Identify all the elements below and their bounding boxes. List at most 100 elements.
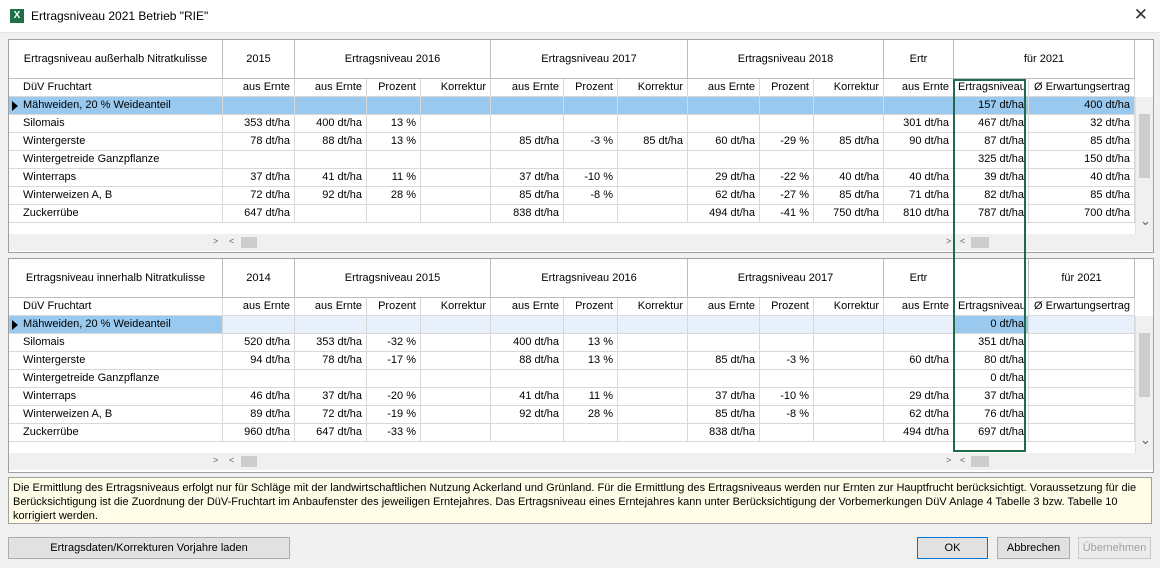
table-cell[interactable]	[491, 115, 564, 133]
grid-outside-nitrate-zone[interactable]: Ertragsniveau außerhalb Nitratkulisse 201…	[8, 39, 1154, 253]
table-cell[interactable]: 32 dt/ha	[1029, 115, 1135, 133]
table-cell[interactable]: 60 dt/ha	[884, 352, 954, 370]
table-cell[interactable]	[491, 97, 564, 115]
column-header[interactable]: aus Ernte	[491, 298, 564, 316]
table-cell[interactable]	[814, 97, 884, 115]
table-cell[interactable]	[618, 187, 688, 205]
table-cell[interactable]: 0 dt/ha	[954, 370, 1029, 388]
table-cell[interactable]: 85 dt/ha	[688, 352, 760, 370]
column-header[interactable]: Korrektur	[421, 298, 491, 316]
table-cell[interactable]	[618, 97, 688, 115]
table-cell[interactable]	[564, 151, 618, 169]
scroll-left-icon[interactable]: <	[229, 236, 235, 246]
table-cell[interactable]	[421, 151, 491, 169]
table-cell[interactable]: 80 dt/ha	[954, 352, 1029, 370]
table-cell[interactable]: 40 dt/ha	[884, 169, 954, 187]
table-cell[interactable]: 13 %	[564, 334, 618, 352]
table-cell[interactable]	[367, 316, 421, 334]
table-cell[interactable]: 85 dt/ha	[688, 406, 760, 424]
table-cell[interactable]: 400 dt/ha	[295, 115, 367, 133]
table-cell[interactable]	[421, 370, 491, 388]
table-cell[interactable]	[884, 316, 954, 334]
table-cell[interactable]: 62 dt/ha	[884, 406, 954, 424]
crop-name-cell[interactable]: Silomais	[9, 115, 223, 133]
table-cell[interactable]	[688, 316, 760, 334]
table-cell[interactable]: 750 dt/ha	[814, 205, 884, 223]
column-header[interactable]: Korrektur	[618, 298, 688, 316]
table-cell[interactable]	[564, 316, 618, 334]
table-cell[interactable]	[421, 424, 491, 442]
table-cell[interactable]: 37 dt/ha	[295, 388, 367, 406]
table-cell[interactable]	[491, 316, 564, 334]
crop-name-cell[interactable]: Mähweiden, 20 % Weideanteil	[9, 97, 223, 115]
table-cell[interactable]: 353 dt/ha	[223, 115, 295, 133]
scroll-right-icon[interactable]: >	[946, 236, 952, 246]
table-cell[interactable]	[884, 370, 954, 388]
column-header[interactable]: Ø Erwartungsertrag	[1029, 298, 1135, 316]
crop-name-cell[interactable]: Wintergetreide Ganzpflanze	[9, 370, 223, 388]
table-cell[interactable]	[618, 169, 688, 187]
table-cell[interactable]: 960 dt/ha	[223, 424, 295, 442]
crop-name-cell[interactable]: Silomais	[9, 334, 223, 352]
table-cell[interactable]	[421, 115, 491, 133]
crop-name-cell[interactable]: Mähweiden, 20 % Weideanteil	[9, 316, 223, 334]
table-cell[interactable]	[367, 205, 421, 223]
table-cell[interactable]	[421, 352, 491, 370]
table-cell[interactable]	[564, 370, 618, 388]
table-cell[interactable]	[618, 352, 688, 370]
table-cell[interactable]: 39 dt/ha	[954, 169, 1029, 187]
table-cell[interactable]: 40 dt/ha	[1029, 169, 1135, 187]
crop-name-cell[interactable]: Zuckerrübe	[9, 424, 223, 442]
table-cell[interactable]: 700 dt/ha	[1029, 205, 1135, 223]
table-cell[interactable]	[760, 316, 814, 334]
table-cell[interactable]: -27 %	[760, 187, 814, 205]
column-header[interactable]: Korrektur	[814, 298, 884, 316]
column-header[interactable]: aus Ernte	[884, 298, 954, 316]
table-cell[interactable]: 87 dt/ha	[954, 133, 1029, 151]
crop-name-cell[interactable]: Winterraps	[9, 169, 223, 187]
table-cell[interactable]: 28 %	[367, 187, 421, 205]
load-previous-years-button[interactable]: Ertragsdaten/Korrekturen Vorjahre laden	[8, 537, 290, 559]
table-cell[interactable]	[295, 370, 367, 388]
horizontal-scrollbar[interactable]: > < > <	[9, 234, 1153, 251]
column-header[interactable]: aus Ernte	[295, 79, 367, 97]
scroll-thumb[interactable]	[1139, 114, 1150, 178]
table-cell[interactable]: 85 dt/ha	[1029, 133, 1135, 151]
column-header[interactable]: Prozent	[760, 298, 814, 316]
table-cell[interactable]: 13 %	[564, 352, 618, 370]
column-header[interactable]: Ø Erwartungsertrag	[1029, 79, 1135, 97]
table-cell[interactable]: 94 dt/ha	[223, 352, 295, 370]
scroll-right-icon[interactable]: >	[213, 455, 219, 465]
table-cell[interactable]	[223, 151, 295, 169]
table-cell[interactable]: 82 dt/ha	[954, 187, 1029, 205]
scroll-left-icon[interactable]: <	[229, 455, 235, 465]
table-cell[interactable]	[421, 97, 491, 115]
table-cell[interactable]	[564, 205, 618, 223]
table-cell[interactable]	[884, 334, 954, 352]
table-cell[interactable]	[618, 205, 688, 223]
table-cell[interactable]: 85 dt/ha	[491, 187, 564, 205]
table-cell[interactable]	[1029, 406, 1135, 424]
crop-name-cell[interactable]: Wintergetreide Ganzpflanze	[9, 151, 223, 169]
table-cell[interactable]	[884, 151, 954, 169]
table-cell[interactable]: 467 dt/ha	[954, 115, 1029, 133]
table-cell[interactable]	[491, 370, 564, 388]
table-cell[interactable]: 41 dt/ha	[295, 169, 367, 187]
table-cell[interactable]: -3 %	[564, 133, 618, 151]
table-cell[interactable]	[618, 334, 688, 352]
table-cell[interactable]: 13 %	[367, 133, 421, 151]
table-cell[interactable]	[1029, 334, 1135, 352]
table-cell[interactable]: 301 dt/ha	[884, 115, 954, 133]
table-cell[interactable]	[295, 316, 367, 334]
table-cell[interactable]	[814, 424, 884, 442]
table-cell[interactable]: -22 %	[760, 169, 814, 187]
table-cell[interactable]	[295, 151, 367, 169]
table-cell[interactable]	[421, 205, 491, 223]
table-cell[interactable]: 11 %	[564, 388, 618, 406]
scroll-thumb[interactable]	[1139, 333, 1150, 397]
table-cell[interactable]: 647 dt/ha	[295, 424, 367, 442]
table-cell[interactable]	[564, 424, 618, 442]
column-header[interactable]: Korrektur	[814, 79, 884, 97]
column-header[interactable]: Prozent	[760, 79, 814, 97]
table-cell[interactable]: 78 dt/ha	[223, 133, 295, 151]
